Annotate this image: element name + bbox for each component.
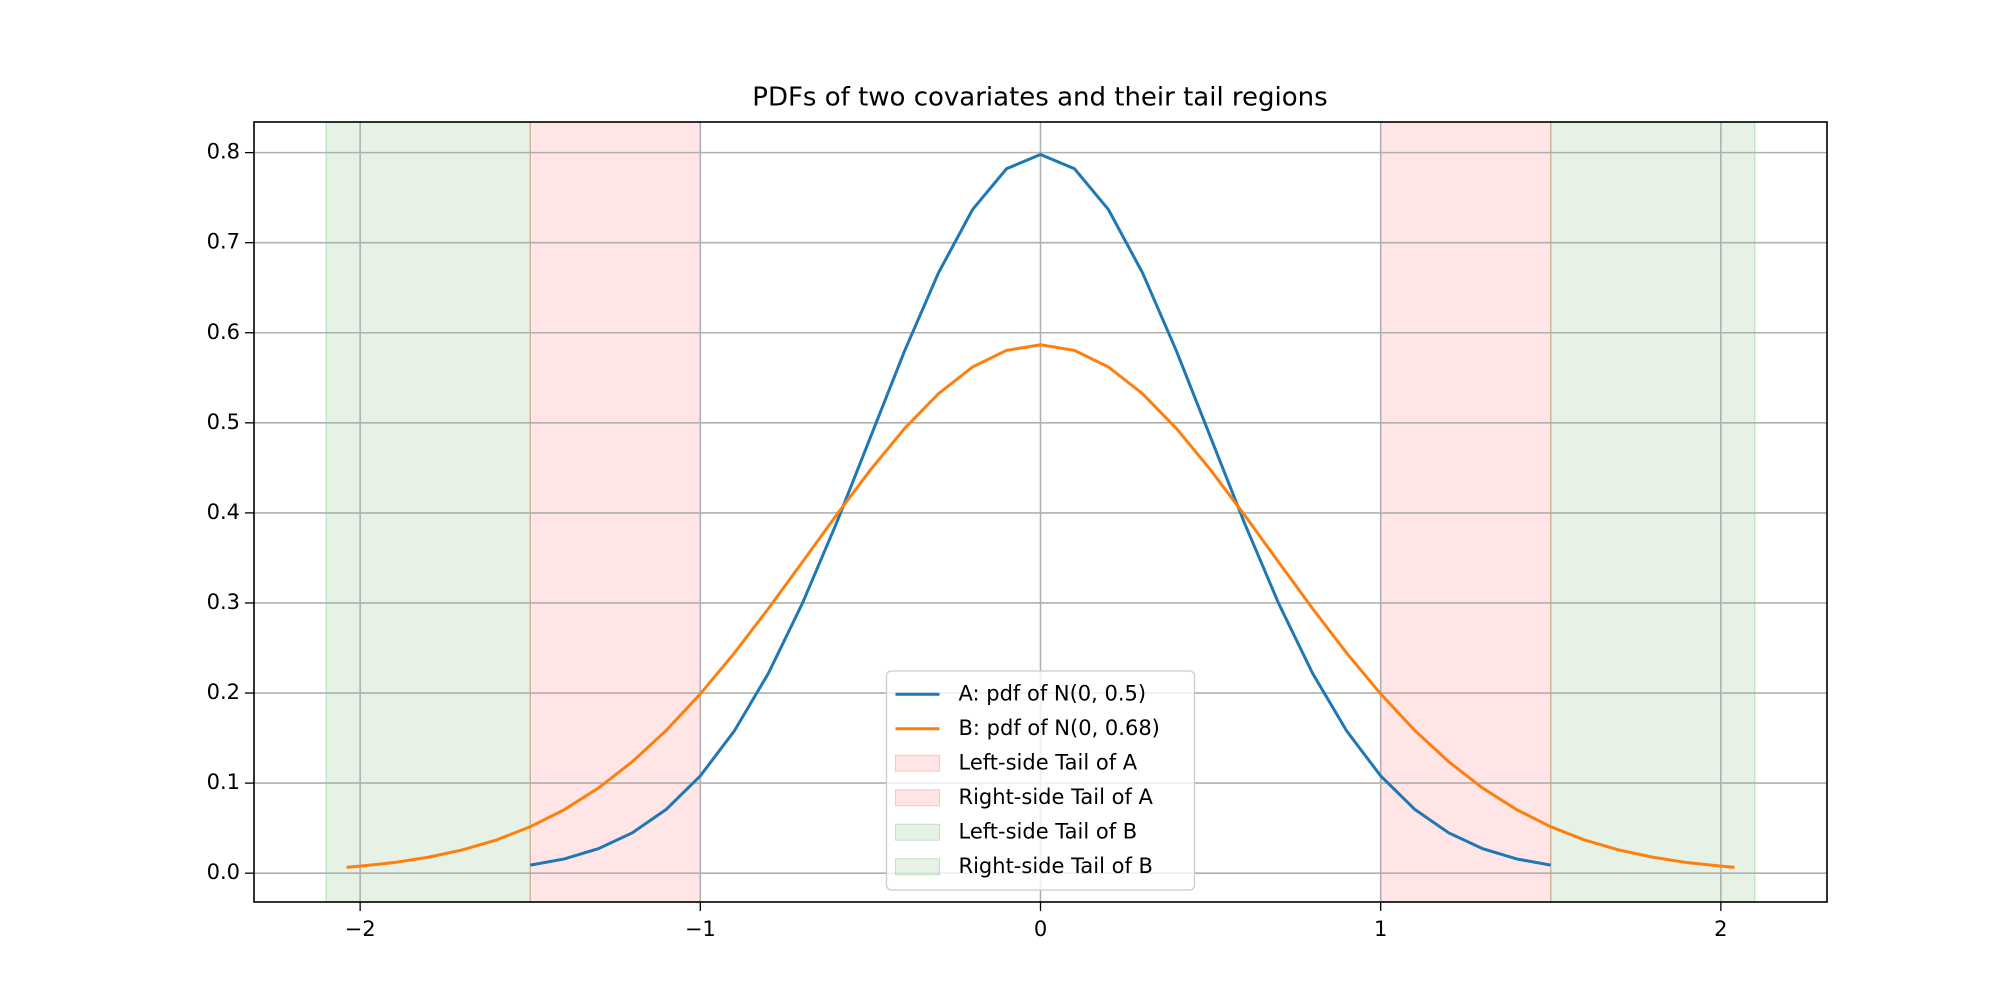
legend: A: pdf of N(0, 0.5) B: pdf of N(0, 0.68) L…	[885, 670, 1196, 891]
legend-label: A: pdf of N(0, 0.5)	[959, 681, 1147, 705]
tail-span	[529, 121, 701, 903]
x-tick-label: 0	[1034, 917, 1047, 941]
tail-span	[1550, 121, 1756, 903]
y-tick-label: 0.7	[207, 230, 240, 254]
legend-label: Right-side Tail of A	[959, 785, 1154, 809]
y-tick-label: 0.2	[207, 680, 240, 704]
y-tick-label: 0.0	[207, 860, 240, 884]
pdf-line	[346, 343, 1735, 869]
legend-label: Right-side Tail of B	[959, 854, 1153, 878]
x-tick-label: 2	[1714, 917, 1727, 941]
axes-frame	[253, 121, 1828, 903]
chart-title: PDFs of two covariates and their tail re…	[752, 83, 1327, 113]
legend-patch	[895, 789, 940, 807]
y-tick-label: 0.3	[207, 590, 240, 614]
legend-patch	[895, 754, 940, 772]
legend-box	[885, 670, 1196, 891]
y-tick-label: 0.8	[207, 140, 240, 164]
y-tick-label: 0.1	[207, 770, 240, 794]
legend-label: Left-side Tail of A	[959, 750, 1138, 774]
y-tick-label: 0.5	[207, 410, 240, 434]
pdf-line	[529, 152, 1552, 867]
tail-span	[1380, 121, 1552, 903]
legend-label: B: pdf of N(0, 0.68)	[959, 716, 1160, 740]
x-tick-label: 1	[1374, 917, 1387, 941]
x-tick-label: −2	[345, 917, 376, 941]
legend-patch	[895, 858, 940, 876]
x-tick-label: −1	[685, 917, 716, 941]
tail-span	[325, 121, 531, 903]
legend-patch	[895, 823, 940, 841]
y-tick-label: 0.6	[207, 320, 240, 344]
legend-label: Left-side Tail of B	[959, 819, 1138, 843]
y-tick-label: 0.4	[207, 500, 240, 524]
